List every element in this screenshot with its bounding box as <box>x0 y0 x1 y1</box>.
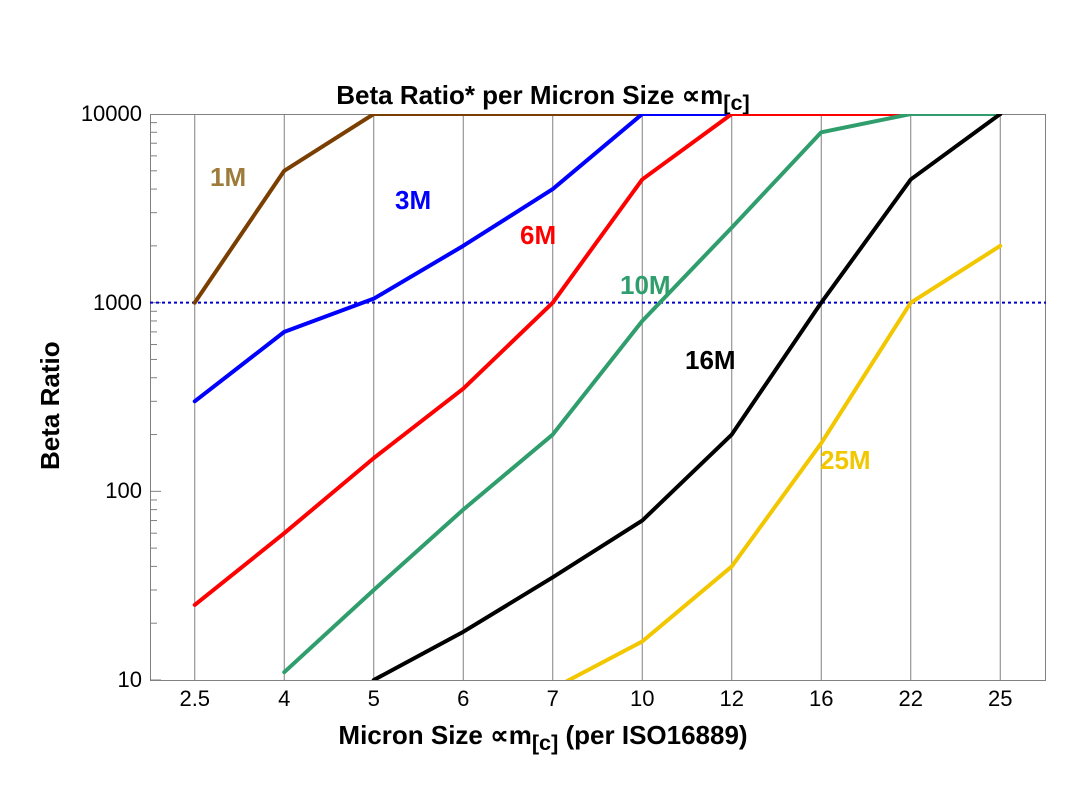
x-tick-label: 10 <box>612 686 672 712</box>
x-tick-label: 2.5 <box>165 686 225 712</box>
y-tick-label: 10 <box>118 667 142 693</box>
x-tick-label: 5 <box>344 686 404 712</box>
chart-title-prefix: Beta Ratio* per Micron Size <box>336 80 681 110</box>
x-tick-label: 16 <box>791 686 851 712</box>
series-label-1M: 1M <box>210 162 246 193</box>
y-tick-label: 100 <box>105 478 142 504</box>
x-tick-label: 6 <box>433 686 493 712</box>
chart-container: Beta Ratio* per Micron Size ∝m[c] Beta R… <box>0 0 1086 786</box>
y-tick-label: 1000 <box>93 290 142 316</box>
plot-area <box>150 114 1047 682</box>
x-axis-title: Micron Size ∝m[c] (per ISO16889) <box>0 720 1086 756</box>
series-label-25M: 25M <box>820 445 871 476</box>
y-axis-title: Beta Ratio <box>35 341 66 470</box>
x-axis-title-sub: [c] <box>532 730 558 755</box>
series-label-3M: 3M <box>395 185 431 216</box>
x-axis-title-suffix: (per ISO16889) <box>558 720 747 750</box>
x-tick-label: 25 <box>970 686 1030 712</box>
series-label-6M: 6M <box>520 220 556 251</box>
x-tick-label: 22 <box>881 686 941 712</box>
series-label-16M: 16M <box>685 345 736 376</box>
chart-title-symbol: ∝ <box>682 80 701 110</box>
x-tick-label: 7 <box>523 686 583 712</box>
chart-title-sub: [c] <box>723 90 749 115</box>
chart-title: Beta Ratio* per Micron Size ∝m[c] <box>0 80 1086 116</box>
x-axis-title-mid: m <box>509 720 532 750</box>
x-tick-label: 4 <box>254 686 314 712</box>
chart-title-suffix: m <box>700 80 723 110</box>
x-tick-label: 12 <box>702 686 762 712</box>
x-axis-title-prefix: Micron Size <box>338 720 490 750</box>
y-tick-label: 10000 <box>81 101 142 127</box>
x-axis-title-symbol: ∝ <box>490 720 509 750</box>
series-label-10M: 10M <box>620 270 671 301</box>
